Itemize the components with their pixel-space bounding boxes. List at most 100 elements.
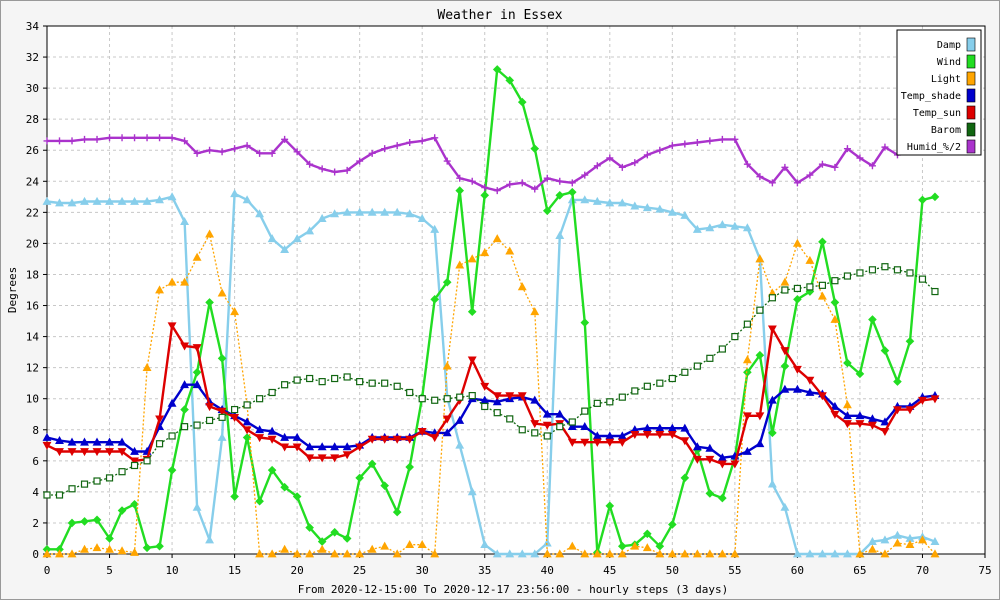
data-point-barom	[118, 468, 126, 476]
data-point-barom	[868, 266, 877, 274]
legend-swatch	[966, 37, 976, 52]
data-point-light	[292, 549, 302, 558]
data-point-damp	[367, 207, 377, 216]
series-barom	[43, 263, 939, 499]
data-point-light	[692, 549, 702, 558]
data-point-temp-shade	[180, 380, 190, 389]
data-point-humid-2	[131, 134, 139, 142]
legend-swatch	[966, 88, 976, 103]
data-point-humid-2	[81, 135, 89, 143]
data-point-barom	[631, 387, 639, 395]
data-point-humid-2	[531, 185, 539, 193]
data-point-barom	[456, 393, 464, 401]
y-tick-label: 24	[26, 175, 40, 188]
data-point-wind	[467, 307, 477, 317]
y-tick-label: 34	[26, 20, 40, 33]
data-point-humid-2	[393, 142, 401, 150]
data-point-wind	[292, 492, 302, 501]
data-point-temp-sun	[617, 438, 627, 447]
x-tick-label: 0	[44, 564, 51, 577]
y-tick-label: 22	[26, 206, 39, 219]
data-point-humid-2	[156, 134, 164, 142]
data-point-temp-sun	[805, 376, 815, 385]
data-point-light	[467, 254, 477, 263]
data-point-wind	[80, 517, 89, 526]
data-point-wind	[367, 459, 377, 469]
data-point-light	[130, 547, 139, 556]
y-tick-label: 30	[26, 82, 39, 95]
data-point-barom	[518, 426, 526, 434]
data-point-humid-2	[331, 168, 339, 176]
data-point-light	[42, 549, 52, 558]
data-point-light	[455, 260, 465, 269]
data-point-light	[730, 549, 740, 558]
data-point-humid-2	[206, 146, 214, 154]
data-point-barom	[881, 263, 889, 271]
data-point-humid-2	[193, 149, 201, 157]
data-point-barom	[531, 429, 539, 437]
data-point-light	[567, 541, 577, 550]
data-point-temp-sun	[280, 443, 290, 452]
data-point-temp-sun	[655, 431, 665, 440]
data-point-temp-sun	[867, 421, 877, 430]
data-point-light	[92, 543, 102, 552]
data-point-light	[617, 549, 627, 558]
data-point-temp-sun	[117, 448, 127, 457]
data-point-barom	[443, 395, 451, 403]
data-point-temp-shade	[580, 422, 590, 431]
data-point-damp	[92, 196, 102, 205]
data-point-humid-2	[293, 148, 301, 156]
y-axis-label: Degrees	[6, 267, 19, 313]
data-point-light	[155, 285, 165, 294]
data-point-temp-shade	[530, 395, 540, 404]
data-point-barom	[180, 423, 189, 431]
data-point-temp-sun	[817, 392, 827, 401]
data-point-damp	[492, 549, 502, 558]
data-point-humid-2	[93, 135, 101, 143]
data-point-light	[80, 544, 89, 553]
data-point-humid-2	[618, 163, 626, 171]
data-point-temp-sun	[792, 365, 802, 374]
x-axis-label: From 2020-12-15:00 To 2020-12-17 23:56:0…	[298, 583, 728, 596]
data-point-light	[792, 238, 802, 247]
data-point-barom	[906, 269, 914, 277]
data-point-barom	[743, 320, 751, 328]
data-point-temp-sun	[692, 455, 702, 464]
data-point-barom	[55, 491, 64, 499]
data-point-damp	[380, 207, 390, 216]
data-point-temp-sun	[330, 454, 340, 463]
data-point-temp-sun	[717, 460, 727, 469]
data-point-temp-sun	[580, 438, 590, 447]
y-tick-label: 6	[32, 455, 39, 468]
data-point-wind	[92, 515, 102, 525]
data-point-wind	[305, 523, 314, 532]
data-point-humid-2	[256, 149, 264, 157]
data-point-humid-2	[643, 151, 651, 159]
data-point-temp-sun	[217, 407, 227, 416]
data-point-damp	[167, 192, 177, 201]
data-point-light	[605, 549, 615, 558]
data-point-barom	[68, 485, 76, 493]
data-point-light	[880, 549, 890, 558]
data-point-barom	[493, 409, 501, 417]
data-point-barom	[931, 287, 939, 296]
data-point-damp	[142, 196, 152, 205]
data-point-temp-sun	[42, 441, 52, 450]
data-point-barom	[668, 374, 676, 383]
data-point-barom	[643, 382, 651, 390]
data-point-light	[142, 363, 152, 372]
data-point-damp	[355, 207, 365, 216]
data-point-damp	[805, 549, 815, 558]
data-point-wind	[105, 534, 114, 543]
data-point-temp-sun	[467, 356, 477, 365]
data-point-barom	[268, 388, 276, 397]
data-point-damp	[680, 210, 690, 219]
data-point-damp	[930, 536, 940, 545]
data-point-barom	[168, 432, 176, 440]
y-tick-label: 0	[32, 548, 39, 561]
y-tick-label: 20	[26, 237, 39, 250]
data-point-temp-shade	[255, 425, 265, 434]
legend-label: Barom	[931, 125, 961, 136]
x-tick-label: 65	[853, 564, 866, 577]
